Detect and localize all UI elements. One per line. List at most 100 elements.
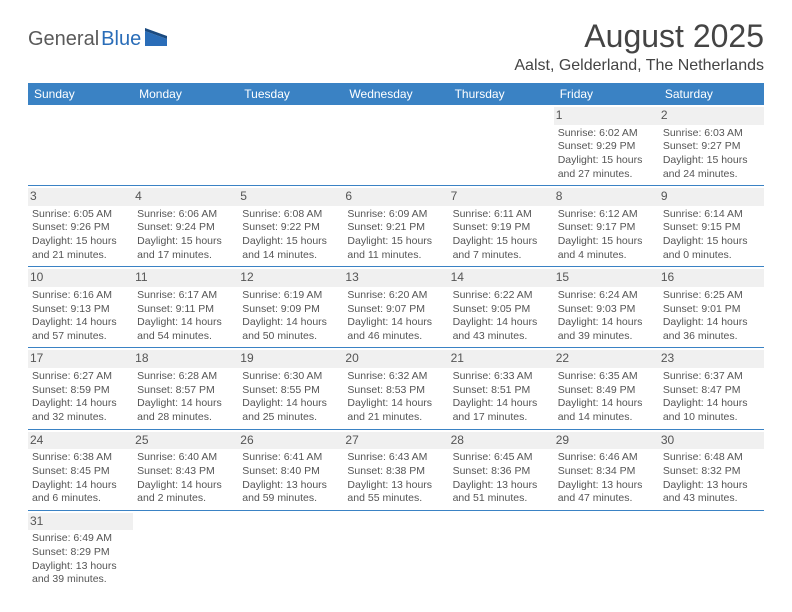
day-number: 30	[659, 432, 764, 450]
day-number: 16	[659, 269, 764, 287]
sunrise-text: Sunrise: 6:16 AM	[32, 289, 129, 303]
daylight-text: Daylight: 13 hours	[347, 479, 444, 493]
daylight-text: Daylight: 14 hours	[453, 397, 550, 411]
sunset-text: Sunset: 9:22 PM	[242, 221, 339, 235]
calendar-cell	[449, 105, 554, 186]
sunset-text: Sunset: 8:36 PM	[453, 465, 550, 479]
daylight-text: and 57 minutes.	[32, 330, 129, 344]
day-number: 20	[343, 350, 448, 368]
day-number: 19	[238, 350, 343, 368]
calendar-cell: 12Sunrise: 6:19 AMSunset: 9:09 PMDayligh…	[238, 267, 343, 348]
logo-text-blue: Blue	[101, 28, 141, 51]
daylight-text: Daylight: 15 hours	[663, 235, 760, 249]
day-number: 10	[28, 269, 133, 287]
daylight-text: and 55 minutes.	[347, 492, 444, 506]
calendar-week-row: 1 Sunrise: 6:02 AMSunset: 9:29 PM Daylight…	[28, 105, 764, 186]
daylight-text: Daylight: 15 hours	[32, 235, 129, 249]
daylight-text: Daylight: 14 hours	[663, 316, 760, 330]
day-number: 1	[554, 107, 659, 125]
sunset-text: Sunset: 9:21 PM	[347, 221, 444, 235]
calendar-week-row: 10Sunrise: 6:16 AMSunset: 9:13 PMDayligh…	[28, 267, 764, 348]
calendar-table: Sunday Monday Tuesday Wednesday Thursday…	[28, 83, 764, 591]
sunset-text: Sunset: 9:07 PM	[347, 303, 444, 317]
calendar-cell: 21Sunrise: 6:33 AMSunset: 8:51 PMDayligh…	[449, 348, 554, 429]
daylight-text: Daylight: 15 hours	[453, 235, 550, 249]
sunrise-text: Sunrise: 6:45 AM	[453, 451, 550, 465]
day-header: Sunday	[28, 83, 133, 105]
day-number: 15	[554, 269, 659, 287]
daylight-text: and 14 minutes.	[558, 411, 655, 425]
day-number: 6	[343, 188, 448, 206]
daylight-text: and 4 minutes.	[558, 249, 655, 263]
sunrise-text: Sunrise: 6:38 AM	[32, 451, 129, 465]
sunrise-text: Sunrise: 6:06 AM	[137, 208, 234, 222]
day-number: 24	[28, 432, 133, 450]
daylight-text: and 54 minutes.	[137, 330, 234, 344]
sunrise-text: Sunrise: 6:22 AM	[453, 289, 550, 303]
daylight-text: Daylight: 13 hours	[242, 479, 339, 493]
daylight-text: and 32 minutes.	[32, 411, 129, 425]
sunrise-text: Sunrise: 6:46 AM	[558, 451, 655, 465]
day-number: 31	[28, 513, 133, 531]
daylight-text: Daylight: 15 hours	[137, 235, 234, 249]
sunrise-text: Sunrise: 6:49 AM	[32, 532, 129, 546]
sunset-text: Sunset: 9:26 PM	[32, 221, 129, 235]
calendar-cell: 27Sunrise: 6:43 AMSunset: 8:38 PMDayligh…	[343, 429, 448, 510]
sunrise-text: Sunrise: 6:19 AM	[242, 289, 339, 303]
sunset-text: Sunset: 8:51 PM	[453, 384, 550, 398]
calendar-week-row: 3Sunrise: 6:05 AMSunset: 9:26 PMDaylight…	[28, 186, 764, 267]
sunrise-text: Sunrise: 6:12 AM	[558, 208, 655, 222]
daylight-text: and 24 minutes.	[663, 168, 760, 182]
title-block: August 2025 Aalst, Gelderland, The Nethe…	[514, 18, 764, 75]
day-number: 13	[343, 269, 448, 287]
calendar-cell: 6Sunrise: 6:09 AMSunset: 9:21 PMDaylight…	[343, 186, 448, 267]
daylight-text: and 11 minutes.	[347, 249, 444, 263]
daylight-text: and 39 minutes.	[32, 573, 129, 587]
sunrise-text: Sunrise: 6:02 AM	[558, 127, 655, 141]
daylight-text: Daylight: 14 hours	[347, 316, 444, 330]
calendar-cell: 19Sunrise: 6:30 AMSunset: 8:55 PMDayligh…	[238, 348, 343, 429]
daylight-text: Daylight: 14 hours	[242, 397, 339, 411]
sunrise-text: Sunrise: 6:25 AM	[663, 289, 760, 303]
calendar-cell: 1Sunrise: 6:02 AMSunset: 9:29 PMDaylight…	[554, 105, 659, 186]
daylight-text: and 25 minutes.	[242, 411, 339, 425]
daylight-text: Daylight: 15 hours	[347, 235, 444, 249]
sunset-text: Sunset: 8:57 PM	[137, 384, 234, 398]
calendar-week-row: 17Sunrise: 6:27 AMSunset: 8:59 PMDayligh…	[28, 348, 764, 429]
sunset-text: Sunset: 9:17 PM	[558, 221, 655, 235]
daylight-text: Daylight: 15 hours	[663, 154, 760, 168]
day-number: 23	[659, 350, 764, 368]
day-number: 29	[554, 432, 659, 450]
sunset-text: Sunset: 9:05 PM	[453, 303, 550, 317]
day-header-row: Sunday Monday Tuesday Wednesday Thursday…	[28, 83, 764, 105]
calendar-cell: 26Sunrise: 6:41 AMSunset: 8:40 PMDayligh…	[238, 429, 343, 510]
sunset-text: Sunset: 8:49 PM	[558, 384, 655, 398]
sunrise-text: Sunrise: 6:11 AM	[453, 208, 550, 222]
day-number: 12	[238, 269, 343, 287]
day-header: Monday	[133, 83, 238, 105]
calendar-cell: 4Sunrise: 6:06 AMSunset: 9:24 PMDaylight…	[133, 186, 238, 267]
calendar-cell: 17Sunrise: 6:27 AMSunset: 8:59 PMDayligh…	[28, 348, 133, 429]
sunrise-text: Sunrise: 6:40 AM	[137, 451, 234, 465]
day-number: 17	[28, 350, 133, 368]
day-number: 27	[343, 432, 448, 450]
day-number: 7	[449, 188, 554, 206]
daylight-text: and 27 minutes.	[558, 168, 655, 182]
calendar-cell: 23Sunrise: 6:37 AMSunset: 8:47 PMDayligh…	[659, 348, 764, 429]
sunset-text: Sunset: 8:55 PM	[242, 384, 339, 398]
logo: General Blue	[28, 28, 171, 51]
sunset-text: Sunset: 9:29 PM	[558, 140, 655, 154]
day-header: Saturday	[659, 83, 764, 105]
daylight-text: and 21 minutes.	[347, 411, 444, 425]
calendar-cell: 29Sunrise: 6:46 AMSunset: 8:34 PMDayligh…	[554, 429, 659, 510]
calendar-cell: 30Sunrise: 6:48 AMSunset: 8:32 PMDayligh…	[659, 429, 764, 510]
day-number: 26	[238, 432, 343, 450]
calendar-week-row: 31Sunrise: 6:49 AMSunset: 8:29 PMDayligh…	[28, 510, 764, 591]
sunset-text: Sunset: 9:27 PM	[663, 140, 760, 154]
daylight-text: and 59 minutes.	[242, 492, 339, 506]
calendar-cell: 2Sunrise: 6:03 AMSunset: 9:27 PMDaylight…	[659, 105, 764, 186]
daylight-text: Daylight: 14 hours	[347, 397, 444, 411]
daylight-text: Daylight: 15 hours	[242, 235, 339, 249]
sunrise-text: Sunrise: 6:35 AM	[558, 370, 655, 384]
day-number: 11	[133, 269, 238, 287]
